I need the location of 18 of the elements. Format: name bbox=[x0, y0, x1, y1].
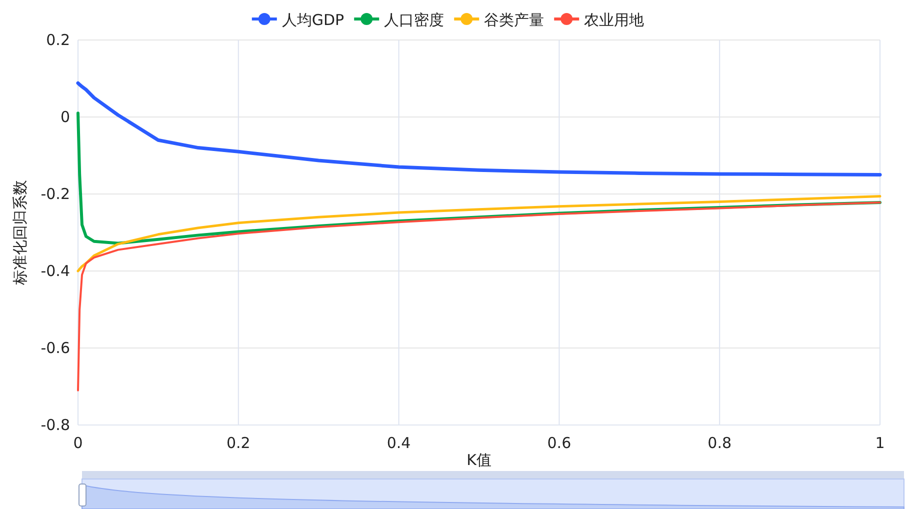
y-tick-label: -0.8 bbox=[40, 416, 70, 434]
y-tick-label: 0.2 bbox=[46, 31, 70, 49]
legend-label: 农业用地 bbox=[584, 11, 644, 29]
y-tick-label: 0 bbox=[60, 108, 70, 126]
x-tick-label: 0 bbox=[73, 434, 83, 452]
y-tick-label: -0.6 bbox=[40, 339, 70, 357]
legend-label: 谷类产量 bbox=[484, 11, 544, 29]
x-axis-title: K值 bbox=[466, 451, 492, 469]
y-tick-label: -0.2 bbox=[40, 185, 70, 203]
legend-label: 人均GDP bbox=[282, 11, 344, 29]
legend-label: 人口密度 bbox=[384, 11, 444, 29]
x-tick-label: 0.2 bbox=[226, 434, 250, 452]
x-tick-label: 0.6 bbox=[547, 434, 572, 452]
x-tick-label: 0.4 bbox=[386, 434, 411, 452]
y-axis-title: 标准化回归系数 bbox=[11, 180, 29, 286]
y-tick-label: -0.4 bbox=[40, 262, 70, 280]
x-tick-label: 1 bbox=[875, 434, 885, 452]
x-tick-label: 0.8 bbox=[708, 434, 732, 452]
